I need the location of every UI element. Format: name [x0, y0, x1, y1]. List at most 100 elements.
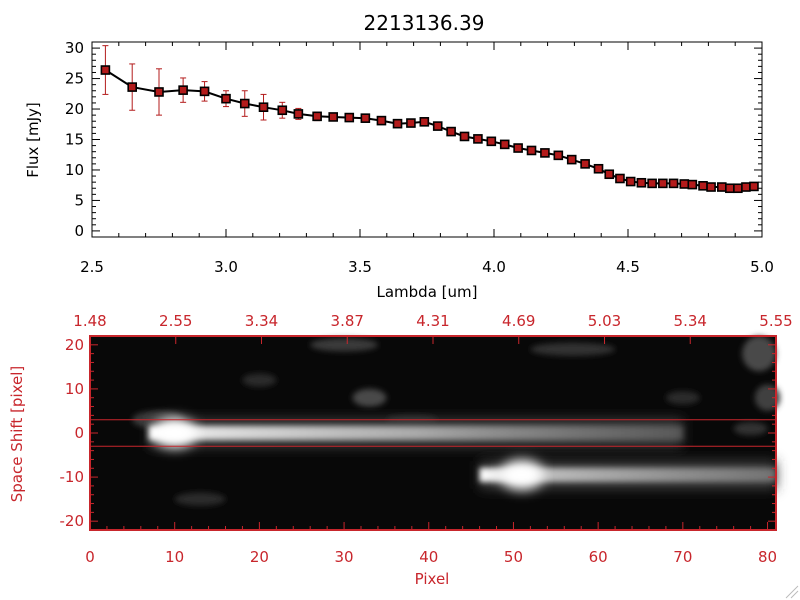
- data-point: [293, 109, 304, 119]
- bottom-y-axis-label: Space Shift [pixel]: [8, 366, 26, 503]
- y-tick-label: 30: [65, 39, 84, 57]
- data-point: [698, 181, 708, 191]
- data-point: [178, 85, 188, 95]
- data-point: [725, 183, 735, 194]
- data-point: [258, 102, 269, 113]
- data-point: [100, 65, 111, 75]
- wavelength-tick-label: 4.69: [502, 312, 535, 330]
- data-point: [636, 177, 647, 188]
- y-tick-label: 20: [65, 100, 84, 118]
- data-point: [566, 154, 577, 165]
- data-point: [392, 118, 403, 129]
- flux-series: [100, 45, 759, 194]
- data-point: [406, 118, 416, 128]
- data-point: [625, 176, 636, 187]
- noise-blob: [242, 373, 277, 387]
- data-point: [419, 117, 430, 127]
- data-point: [540, 148, 550, 158]
- top-plot-frame: [91, 41, 763, 238]
- data-point: [127, 82, 137, 92]
- noise-blob: [530, 342, 616, 356]
- data-point: [360, 113, 371, 123]
- chart-title: 2213136.39: [364, 11, 485, 35]
- image-x-tick-label: 30: [335, 548, 354, 566]
- image-y-tick-label: 10: [65, 380, 84, 398]
- data-point: [615, 173, 625, 184]
- image-y-tick-label: 0: [74, 424, 84, 442]
- x-tick-label: 5.0: [750, 258, 774, 276]
- data-point: [154, 87, 164, 97]
- wavelength-tick-label: 5.03: [588, 312, 621, 330]
- data-point: [706, 182, 716, 192]
- data-point: [239, 98, 250, 109]
- spectrum-image: 0 10 20 30 40 50 60 70 80 20 10 0 -10 -20 1.48 2.55 3.34…: [60, 312, 793, 566]
- image-x-tick-label: 60: [589, 548, 608, 566]
- data-point: [432, 121, 443, 131]
- data-point: [199, 86, 210, 97]
- y-tick-label: 25: [65, 70, 84, 88]
- source-peak: [152, 418, 197, 448]
- data-point: [647, 178, 657, 189]
- data-point: [376, 115, 387, 126]
- data-point: [277, 105, 288, 116]
- image-x-tick-label: 10: [165, 548, 184, 566]
- data-point: [716, 182, 727, 192]
- x-tick-label: 2.5: [80, 258, 104, 276]
- top-y-axis-ticks: 0 5 10 15 20 25 30: [65, 39, 762, 240]
- image-y-tick-label: 20: [65, 336, 84, 354]
- data-point: [486, 136, 497, 147]
- data-point: [459, 131, 470, 142]
- data-point: [312, 111, 322, 122]
- data-point: [513, 143, 523, 153]
- data-point: [687, 179, 698, 190]
- x-tick-label: 3.0: [214, 258, 238, 276]
- resize-grip-icon[interactable]: [785, 585, 799, 599]
- top-plot-area: 0 5 10 15 20 25 30 2.5 3.0 3.5 4.0 4.5 5.0: [65, 39, 774, 276]
- data-point: [658, 178, 668, 189]
- data-point: [580, 159, 590, 169]
- top-x-axis-label: Lambda [um]: [377, 283, 478, 301]
- image-y-tick-label: -20: [60, 512, 85, 530]
- data-point: [221, 93, 231, 104]
- data-point: [604, 169, 615, 180]
- data-point: [593, 163, 604, 174]
- image-x-tick-label: 40: [419, 548, 438, 566]
- data-point: [733, 183, 743, 194]
- source-peak: [499, 459, 544, 490]
- wavelength-tick-label: 3.34: [245, 312, 278, 330]
- noise-blob: [742, 336, 777, 372]
- wavelength-tick-label: 1.48: [73, 312, 106, 330]
- wavelength-tick-label: 2.55: [159, 312, 192, 330]
- bottom-x-axis-label: Pixel: [415, 570, 450, 588]
- image-x-tick-label: 80: [758, 548, 777, 566]
- noise-blob: [665, 391, 700, 405]
- data-point: [499, 139, 510, 150]
- data-point: [344, 112, 355, 123]
- image-x-tick-label: 70: [673, 548, 692, 566]
- noise-blob: [754, 384, 781, 411]
- noise-blob: [174, 492, 226, 506]
- noise-blob: [310, 338, 378, 352]
- source-trace: [149, 426, 683, 440]
- wavelength-tick-label: 3.87: [331, 312, 364, 330]
- image-features: [132, 336, 781, 506]
- data-point: [679, 179, 690, 189]
- y-tick-label: 15: [65, 131, 84, 149]
- source-trace: [479, 467, 776, 482]
- data-point: [526, 145, 537, 156]
- data-point: [668, 178, 679, 189]
- data-point: [741, 182, 751, 192]
- image-x-tick-label: 20: [250, 548, 269, 566]
- wavelength-tick-label: 4.31: [416, 312, 449, 330]
- wavelength-tick-label: 5.34: [674, 312, 707, 330]
- y-tick-label: 10: [65, 161, 84, 179]
- y-tick-label: 0: [74, 222, 84, 240]
- top-y-axis-label: Flux [mJy]: [24, 102, 42, 178]
- image-y-tick-label: -10: [60, 468, 85, 486]
- noise-blob: [733, 421, 768, 436]
- top-x-axis-ticks: 2.5 3.0 3.5 4.0 4.5 5.0: [80, 42, 774, 276]
- data-point: [473, 134, 483, 144]
- extraction-window: [90, 419, 776, 447]
- x-tick-label: 3.5: [348, 258, 372, 276]
